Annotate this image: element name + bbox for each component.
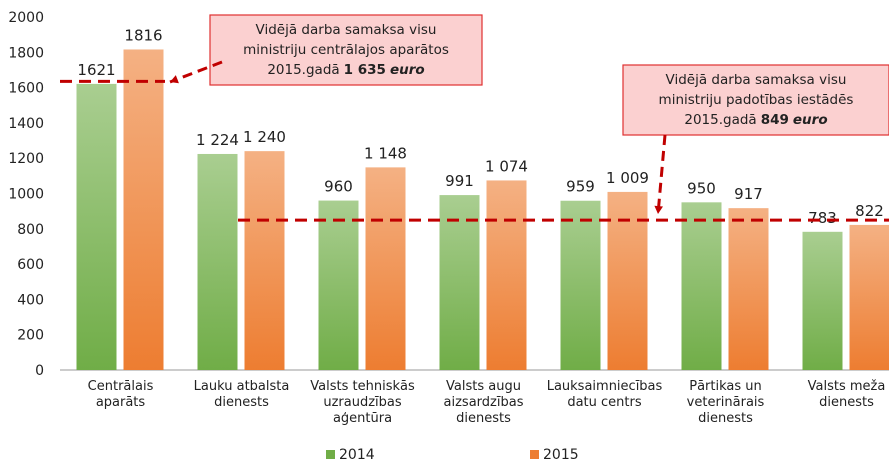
arrow-head <box>170 75 179 84</box>
data-label: 783 <box>808 209 837 227</box>
annotation-unit: euro <box>390 62 425 78</box>
data-label: 1621 <box>77 61 115 79</box>
legend-swatch <box>326 450 335 459</box>
bar <box>486 180 527 370</box>
y-tick-label: 200 <box>17 328 44 344</box>
data-label: 1 240 <box>243 128 286 146</box>
annotation-text: 2015.gadā 849 euro <box>684 112 827 128</box>
bar <box>802 231 843 370</box>
annotation-unit: euro <box>793 112 828 128</box>
bar <box>76 83 117 371</box>
bar <box>365 167 406 370</box>
bar <box>560 200 601 370</box>
data-label: 917 <box>734 185 763 203</box>
data-label: 960 <box>324 178 353 196</box>
y-tick-label: 1400 <box>8 116 44 132</box>
annotation-prefix: 2015.gadā <box>267 62 339 78</box>
x-tick-label: Lauku atbalsta dienests <box>194 379 290 410</box>
y-tick-label: 2000 <box>8 10 44 26</box>
bar <box>244 151 285 370</box>
data-label: 959 <box>566 178 595 196</box>
data-label: 1 074 <box>485 157 528 175</box>
annotation-text: 2015.gadā 1 635 euro <box>267 62 424 78</box>
annotation-arrow <box>169 60 223 84</box>
annotation-box <box>209 14 483 86</box>
bar <box>607 191 648 370</box>
annotation-prefix: 2015.gadā <box>684 112 756 128</box>
data-label: 822 <box>855 202 884 220</box>
y-tick-label: 400 <box>17 292 44 308</box>
bar <box>849 224 889 370</box>
data-label: 991 <box>445 172 474 190</box>
arrow-head <box>654 205 663 214</box>
data-label: 1 224 <box>196 131 239 149</box>
legend-label: 2015 <box>543 447 579 463</box>
x-tick-label: Lauksaimniecības datu centrs <box>547 379 663 410</box>
data-label: 950 <box>687 179 716 197</box>
bar <box>318 200 359 370</box>
legend-swatch <box>530 450 539 459</box>
x-tick-label: Pārtikas un veterinārais dienests <box>687 379 765 426</box>
y-tick-label: 600 <box>17 257 44 273</box>
y-tick-label: 800 <box>17 222 44 238</box>
y-tick-label: 1200 <box>8 151 44 167</box>
legend-label: 2014 <box>339 447 375 463</box>
annotation-amount: 849 <box>761 112 789 128</box>
annotation-text: Vidējā darba samaksa visu <box>666 72 847 88</box>
annotation-text: ministriju centrālajos aparātos <box>243 42 449 58</box>
bar <box>681 202 722 370</box>
x-tick-label: Valsts augu aizsardzības dienests <box>444 379 524 426</box>
y-tick-label: 0 <box>35 363 44 379</box>
y-tick-label: 1600 <box>8 81 44 97</box>
x-tick-label: Valsts meža dienests <box>808 379 886 410</box>
annotation-arrow <box>656 134 667 215</box>
annotation-text: ministriju padotības iestādēs <box>659 92 854 108</box>
bar <box>728 208 769 370</box>
data-label: 1 148 <box>364 144 407 162</box>
y-tick-label: 1800 <box>8 45 44 61</box>
y-tick-label: 1000 <box>8 187 44 203</box>
x-tick-label: Valsts tehniskās uzraudzības aģentūra <box>310 379 415 426</box>
data-label: 1816 <box>124 26 162 44</box>
bar <box>197 153 238 370</box>
bar <box>439 195 480 370</box>
x-tick-label: Centrālais aparāts <box>88 379 154 410</box>
bar <box>123 49 164 370</box>
data-label: 1 009 <box>606 169 649 187</box>
annotation-box <box>622 64 889 136</box>
annotation-text: Vidējā darba samaksa visu <box>256 22 437 38</box>
annotation-amount: 1 635 <box>344 62 386 78</box>
